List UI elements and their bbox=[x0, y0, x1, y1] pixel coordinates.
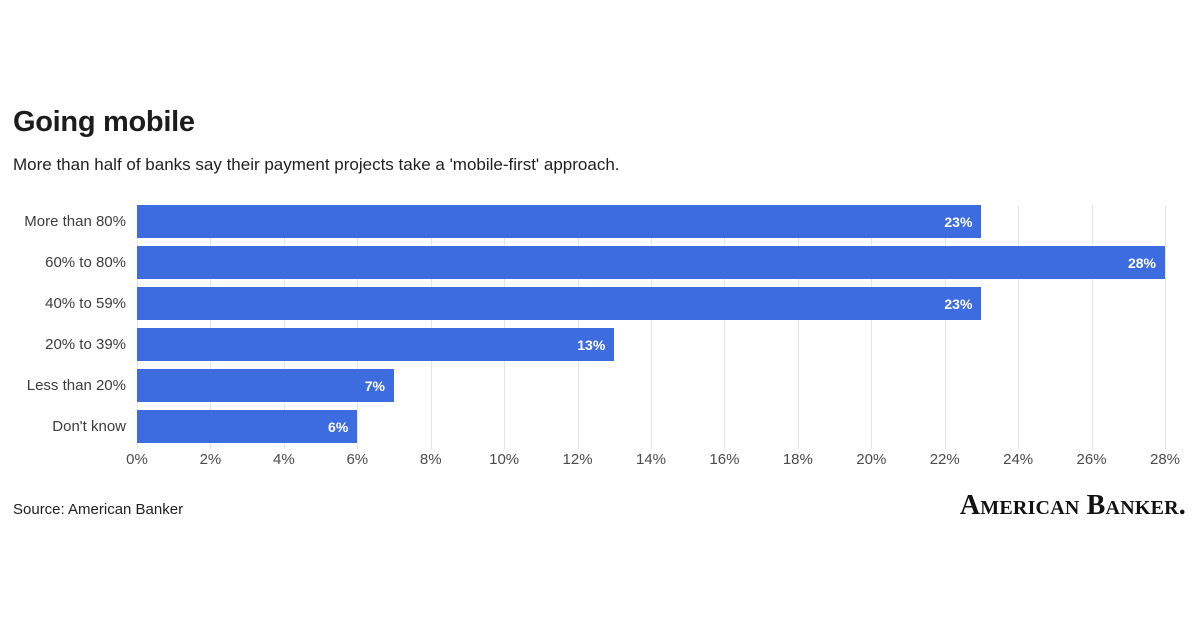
bar-row: 20% to 39% 13% bbox=[12, 328, 1165, 361]
gridline bbox=[283, 205, 285, 449]
bar-row: Less than 20% 7% bbox=[12, 369, 1165, 402]
chart-title: Going mobile bbox=[13, 106, 195, 138]
x-tick-label: 10% bbox=[489, 451, 520, 468]
bar: 28% bbox=[137, 246, 1165, 279]
x-tick-label: 26% bbox=[1076, 451, 1107, 468]
bar: 23% bbox=[137, 287, 982, 320]
gridline bbox=[871, 205, 873, 449]
gridline bbox=[651, 205, 652, 449]
value-label: 7% bbox=[364, 377, 385, 394]
bar-chart: More than 80% 23% 60% to 80% 28% 40% to 59% 2… bbox=[12, 205, 1180, 471]
gridline bbox=[577, 205, 579, 449]
x-tick-label: 18% bbox=[782, 451, 813, 468]
chart-subtitle: More than half of banks say their paymen… bbox=[13, 155, 620, 174]
bar: 7% bbox=[137, 369, 394, 402]
value-label: 13% bbox=[577, 336, 606, 353]
bar-row: Don't know 6% bbox=[12, 410, 1165, 443]
gridline bbox=[797, 205, 799, 449]
bar-track: 23% bbox=[137, 205, 1165, 238]
category-label: Less than 20% bbox=[26, 377, 126, 394]
category-label: Don't know bbox=[52, 418, 126, 435]
x-tick-label: 6% bbox=[346, 451, 369, 468]
bar-track: 23% bbox=[137, 287, 1165, 320]
value-label: 28% bbox=[1127, 254, 1156, 271]
gridline bbox=[504, 205, 506, 449]
bar-row: 60% to 80% 28% bbox=[12, 246, 1165, 279]
x-tick-label: 8% bbox=[419, 451, 442, 468]
value-label: 23% bbox=[944, 295, 973, 312]
category-label: 40% to 59% bbox=[45, 295, 126, 312]
gridline bbox=[137, 205, 138, 449]
bar-row: 40% to 59% 23% bbox=[12, 287, 1165, 320]
x-tick-label: 16% bbox=[709, 451, 740, 468]
bar-track: 7% bbox=[137, 369, 1165, 402]
category-label: More than 80% bbox=[24, 213, 126, 230]
gridline bbox=[724, 205, 726, 449]
value-label: 6% bbox=[328, 418, 349, 435]
gridline bbox=[357, 205, 359, 449]
x-tick-label: 14% bbox=[635, 451, 667, 468]
bar: 13% bbox=[137, 328, 615, 361]
gridline bbox=[1091, 205, 1093, 449]
gridline bbox=[1165, 205, 1166, 449]
bar: 23% bbox=[137, 205, 982, 238]
gridlines bbox=[137, 205, 1166, 449]
gridline bbox=[944, 205, 946, 449]
bar-row: More than 80% 23% bbox=[12, 205, 1165, 238]
x-tick-label: 28% bbox=[1149, 451, 1181, 468]
bar-rows: More than 80% 23% 60% to 80% 28% 40% to 59% 2… bbox=[12, 205, 1165, 443]
american-banker-logo: American Banker. bbox=[959, 490, 1186, 521]
bar-track: 28% bbox=[137, 246, 1165, 279]
gridline bbox=[210, 205, 212, 449]
x-tick-label: 0% bbox=[126, 451, 148, 468]
x-tick-label: 2% bbox=[199, 451, 222, 468]
gridline bbox=[1018, 205, 1020, 449]
x-axis: 0% 2% 4% 6% 8% 10% 12% 14% 16% 18% 20% 22% 24% 26% 28% bbox=[126, 451, 1180, 471]
category-label: 60% to 80% bbox=[45, 254, 126, 271]
x-tick-label: 20% bbox=[856, 451, 887, 468]
category-label: 20% to 39% bbox=[45, 336, 126, 353]
bar: 6% bbox=[137, 410, 358, 443]
x-tick-label: 22% bbox=[929, 451, 960, 468]
value-label: 23% bbox=[944, 213, 973, 230]
bar-track: 13% bbox=[137, 328, 1165, 361]
x-tick-label: 24% bbox=[1003, 451, 1034, 468]
x-tick-label: 4% bbox=[273, 451, 295, 468]
source-note: Source: American Banker bbox=[13, 501, 184, 518]
x-tick-label: 12% bbox=[562, 451, 593, 468]
gridline bbox=[430, 205, 432, 449]
bar-track: 6% bbox=[137, 410, 1165, 443]
